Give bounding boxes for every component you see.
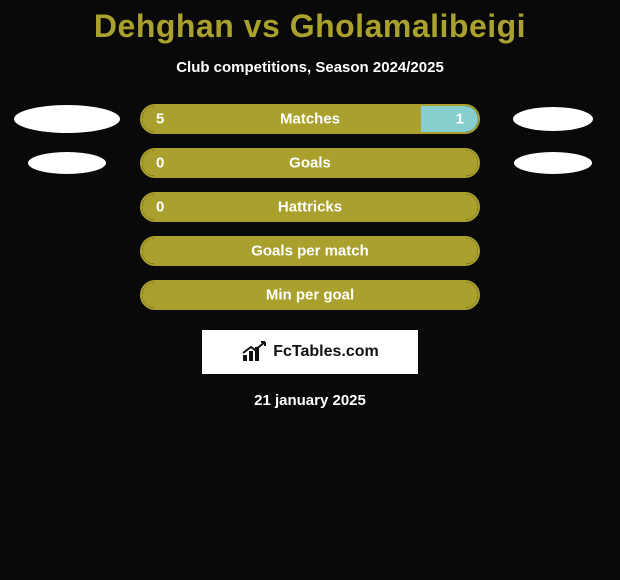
stat-row: 0 Goals [0, 148, 620, 178]
stat-right-value: 1 [456, 111, 464, 128]
player-left-ellipse [14, 105, 120, 133]
comparison-infographic: Dehghan vs Gholamalibeigi Club competiti… [0, 0, 620, 580]
right-shape-slot [498, 152, 608, 174]
stat-label: Matches [280, 111, 340, 128]
stat-left-value: 5 [156, 111, 164, 128]
left-shape-slot [12, 152, 122, 174]
right-shape-slot [498, 107, 608, 131]
stat-rows: 5 1 Matches 0 Goals 0 Hattricks Goals per match… [0, 104, 620, 310]
stat-row: Min per goal [0, 280, 620, 310]
stat-bar: 0 Goals [140, 148, 480, 178]
player-left-ellipse [28, 152, 106, 174]
page-subtitle: Club competitions, Season 2024/2025 [0, 59, 620, 76]
stat-bar: Min per goal [140, 280, 480, 310]
stat-bar: Goals per match [140, 236, 480, 266]
stat-left-value: 0 [156, 199, 164, 216]
stat-bar: 0 Hattricks [140, 192, 480, 222]
logo-box: FcTables.com [202, 330, 418, 374]
logo-text: FcTables.com [273, 343, 379, 361]
player-right-ellipse [514, 152, 592, 174]
stat-bar: 5 1 Matches [140, 104, 480, 134]
player-right-ellipse [513, 107, 593, 131]
page-title: Dehghan vs Gholamalibeigi [0, 0, 620, 45]
stat-label: Min per goal [266, 287, 354, 304]
stat-row: 0 Hattricks [0, 192, 620, 222]
bar-chart-arrow-icon [241, 341, 267, 363]
left-shape-slot [12, 105, 122, 133]
bar-right-fill [421, 106, 478, 132]
stat-label: Hattricks [278, 199, 342, 216]
date-text: 21 january 2025 [0, 392, 620, 409]
stat-left-value: 0 [156, 155, 164, 172]
stat-label: Goals [289, 155, 331, 172]
stat-row: Goals per match [0, 236, 620, 266]
stat-label: Goals per match [251, 243, 369, 260]
stat-row: 5 1 Matches [0, 104, 620, 134]
